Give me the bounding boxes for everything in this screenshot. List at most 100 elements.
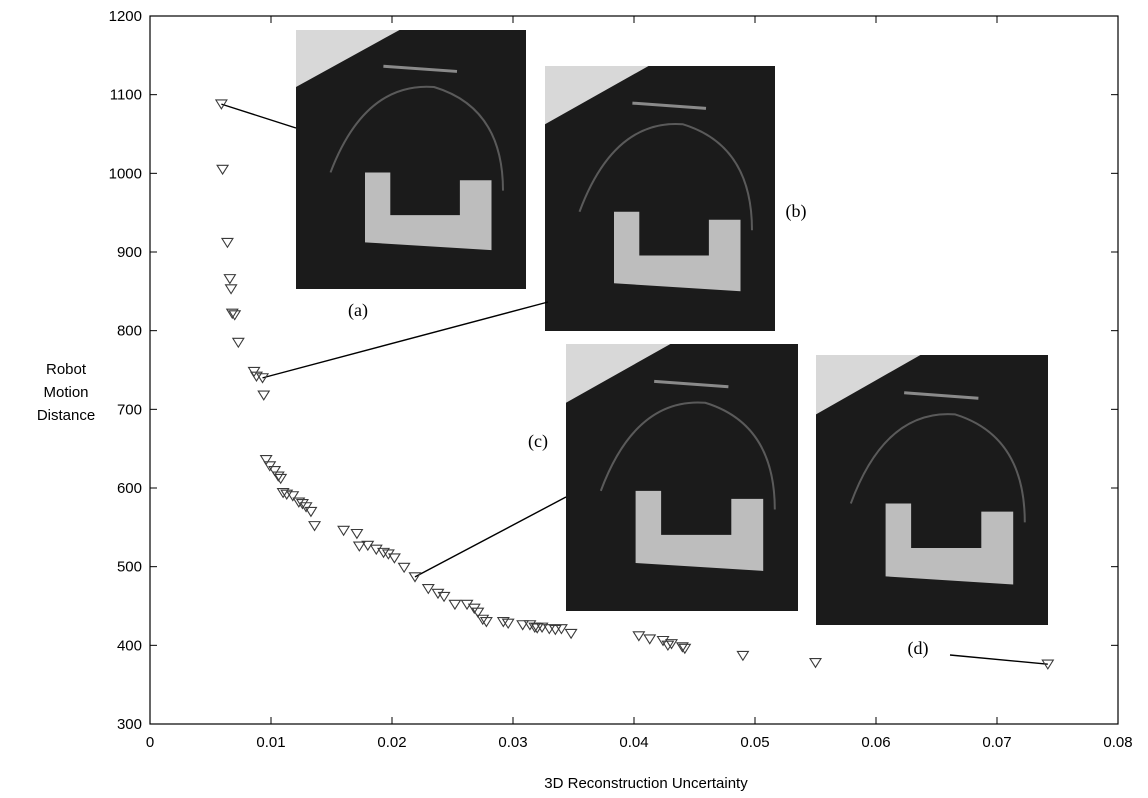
x-tick-label: 0.05	[740, 734, 769, 751]
x-tick-label: 0.02	[377, 734, 406, 751]
x-tick-label: 0.03	[498, 734, 527, 751]
inset-photo-block	[614, 211, 741, 292]
data-point	[675, 642, 689, 653]
inset-image-d	[816, 355, 1048, 625]
data-point	[408, 572, 422, 583]
data-point	[479, 617, 493, 628]
data-point	[501, 618, 515, 630]
inset-photo-edge	[632, 101, 707, 110]
inset-label-a: (a)	[348, 300, 368, 321]
inset-photo-highlight	[296, 30, 400, 87]
annotation-line-c	[414, 496, 567, 578]
data-point	[214, 99, 228, 110]
inset-photo-ring	[329, 85, 504, 191]
data-point	[308, 521, 322, 532]
data-point	[231, 337, 245, 349]
y-tick-label: 1200	[109, 8, 142, 25]
data-point	[678, 643, 692, 655]
data-point	[665, 639, 679, 650]
data-point	[548, 624, 562, 636]
data-point	[286, 491, 300, 502]
y-axis-title-line-2: Motion	[43, 384, 88, 401]
data-point	[216, 164, 230, 176]
axis-ticks: 0 0.01 0.02 0.03 0.04 0.05 0.06 0.07 0.08 300 400 5…	[109, 8, 1133, 751]
y-tick-label: 700	[117, 401, 142, 418]
inset-image-b	[545, 66, 775, 331]
data-point	[736, 650, 750, 662]
annotation-line-a	[221, 103, 297, 129]
x-tick-label: 0	[146, 734, 154, 751]
data-point	[271, 471, 285, 482]
data-point	[295, 499, 309, 510]
x-tick-label: 0.04	[619, 734, 648, 751]
inset-photo-highlight	[566, 344, 671, 403]
data-point	[225, 308, 239, 320]
y-tick-label: 300	[117, 716, 142, 733]
data-point	[431, 588, 445, 600]
x-tick-label: 0.06	[861, 734, 890, 751]
y-tick-label: 400	[117, 637, 142, 654]
data-point	[257, 390, 271, 401]
data-point	[228, 310, 242, 321]
data-point	[220, 237, 234, 249]
data-point	[476, 614, 490, 626]
inset-photo-ring	[599, 401, 776, 510]
x-tick-label: 0.08	[1103, 734, 1132, 751]
y-tick-label: 1100	[110, 87, 142, 104]
inset-photo-highlight	[545, 66, 649, 125]
y-tick-label: 600	[117, 480, 142, 497]
data-point	[377, 547, 391, 559]
data-point	[643, 634, 657, 645]
inset-image-c	[566, 344, 798, 611]
data-point	[223, 274, 237, 285]
inset-images	[296, 30, 1048, 625]
inset-photo-ring	[578, 123, 753, 231]
inset-photo-highlight	[816, 355, 921, 415]
data-point	[352, 541, 366, 552]
data-point	[421, 584, 435, 595]
data-point	[437, 591, 451, 603]
inset-photo-block	[365, 172, 492, 251]
data-point	[337, 525, 351, 537]
data-point	[448, 599, 462, 611]
inset-image-a	[296, 30, 526, 289]
inset-photo-block	[635, 490, 764, 571]
data-point	[274, 473, 288, 485]
data-point	[256, 373, 270, 384]
inset-photo-edge	[904, 391, 979, 400]
y-axis-title-line-3: Distance	[37, 407, 95, 424]
data-point	[535, 622, 549, 633]
data-point	[1041, 659, 1055, 670]
x-axis-title: 3D Reconstruction Uncertainty	[544, 775, 748, 792]
data-points	[214, 99, 1055, 670]
y-tick-label: 1000	[109, 165, 142, 182]
inset-labels: (a) (b) (c) (d)	[348, 201, 928, 659]
inset-photo-ring	[849, 413, 1026, 523]
data-point	[268, 466, 282, 477]
annotation-line-b	[262, 301, 549, 379]
data-point	[496, 617, 510, 628]
x-tick-label: 0.01	[256, 734, 285, 751]
x-tick-label: 0.07	[982, 734, 1011, 751]
data-point	[387, 553, 401, 564]
data-point	[632, 631, 646, 642]
data-point	[224, 284, 238, 295]
inset-label-d: (d)	[908, 638, 929, 659]
data-point	[350, 528, 364, 540]
y-tick-label: 500	[117, 559, 142, 576]
data-point	[397, 562, 411, 574]
annotation-lines	[221, 103, 1048, 665]
data-point	[304, 506, 318, 518]
data-point	[661, 640, 675, 652]
data-point	[471, 607, 485, 619]
inset-label-c: (c)	[528, 431, 548, 452]
y-tick-label: 900	[117, 244, 142, 261]
data-point	[528, 622, 542, 633]
inset-label-b: (b)	[786, 201, 807, 222]
data-point	[276, 488, 290, 499]
inset-photo-block	[885, 503, 1014, 585]
annotation-line-d	[949, 654, 1048, 665]
data-point	[554, 624, 568, 635]
data-point	[516, 620, 530, 631]
